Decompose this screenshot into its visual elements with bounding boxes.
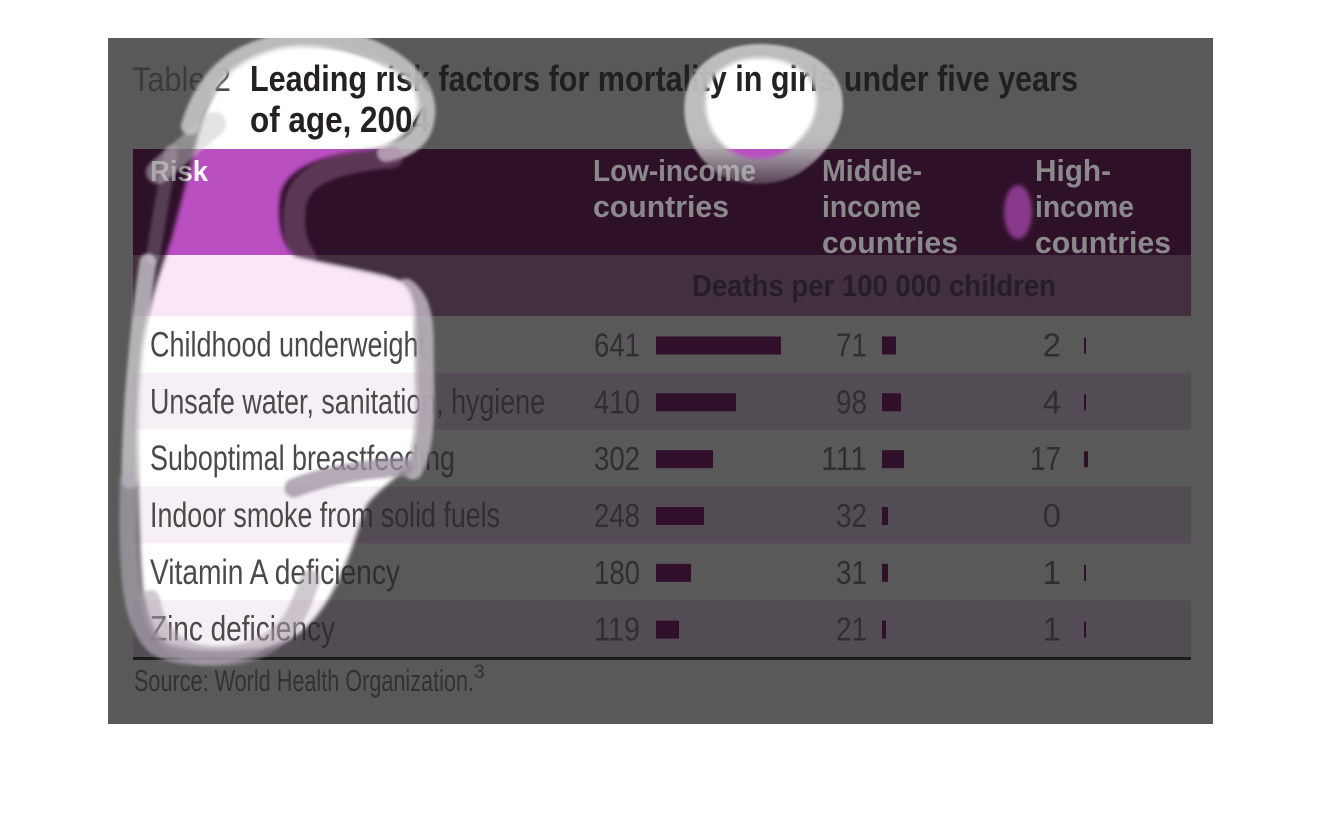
svg-text:countries: countries <box>822 225 958 260</box>
svg-text:Indoor smoke from solid fuels: Indoor smoke from solid fuels <box>150 496 500 535</box>
svg-text:248: 248 <box>594 497 640 534</box>
svg-text:17: 17 <box>1030 440 1061 477</box>
svg-text:of age, 2004: of age, 2004 <box>250 99 430 140</box>
svg-text:Low-income: Low-income <box>593 153 756 188</box>
svg-text:641: 641 <box>594 327 640 364</box>
svg-text:Table 2: Table 2 <box>132 61 231 99</box>
svg-text:31: 31 <box>836 554 867 591</box>
svg-text:4: 4 <box>1043 383 1061 420</box>
svg-text:Vitamin A deficiency: Vitamin A deficiency <box>150 553 400 592</box>
svg-text:98: 98 <box>836 383 867 420</box>
svg-text:High-: High- <box>1035 153 1111 188</box>
svg-text:countries: countries <box>593 189 729 224</box>
svg-text:32: 32 <box>836 497 867 534</box>
svg-text:21: 21 <box>836 611 867 648</box>
svg-text:2: 2 <box>1043 327 1061 364</box>
svg-text:Leading risk factors for morta: Leading risk factors for mortality in gi… <box>250 58 1078 99</box>
svg-text:1: 1 <box>1043 554 1061 591</box>
svg-text:71: 71 <box>836 327 867 364</box>
svg-text:3: 3 <box>474 662 485 683</box>
svg-text:302: 302 <box>594 440 640 477</box>
svg-text:410: 410 <box>594 383 640 420</box>
svg-text:0: 0 <box>1043 497 1061 534</box>
svg-text:Unsafe water, sanitation, hygi: Unsafe water, sanitation, hygiene <box>150 382 545 421</box>
svg-text:1: 1 <box>1043 611 1061 648</box>
svg-text:Source: World Health Organizat: Source: World Health Organization. <box>134 663 474 698</box>
svg-text:Deaths per 100 000 children: Deaths per 100 000 children <box>692 268 1056 303</box>
svg-text:180: 180 <box>594 554 640 591</box>
svg-text:Childhood underweight: Childhood underweight <box>150 326 426 365</box>
svg-text:income: income <box>822 189 921 224</box>
svg-text:income: income <box>1035 189 1134 224</box>
svg-text:countries: countries <box>1035 225 1171 260</box>
svg-text:111: 111 <box>821 440 867 477</box>
svg-text:Middle-: Middle- <box>822 153 922 188</box>
svg-text:119: 119 <box>594 611 640 648</box>
